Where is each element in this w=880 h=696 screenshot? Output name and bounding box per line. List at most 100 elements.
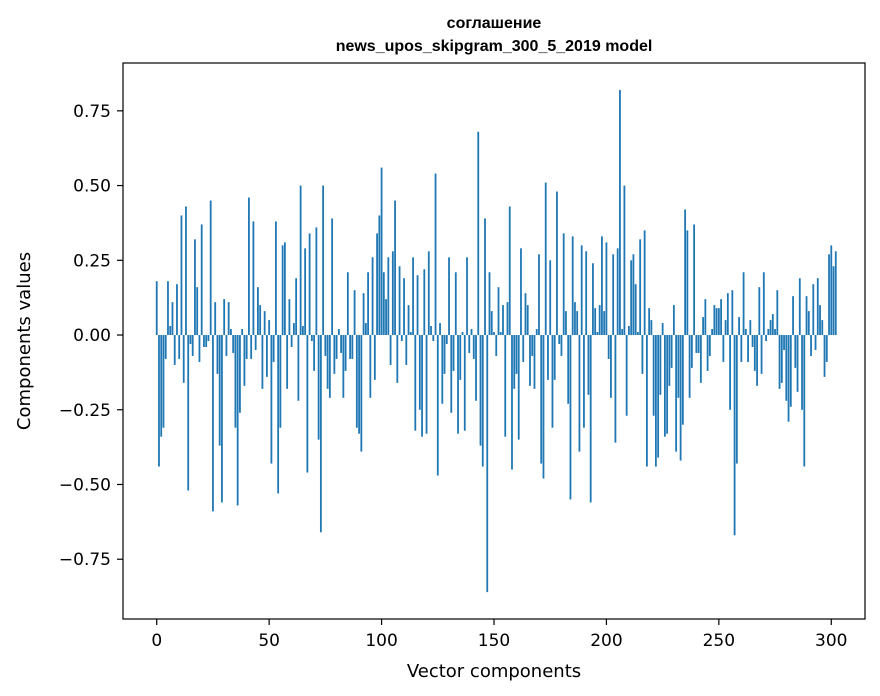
bar xyxy=(513,335,516,389)
bar xyxy=(502,305,504,336)
bar xyxy=(160,335,163,437)
bar xyxy=(324,335,327,356)
bar xyxy=(169,326,172,336)
bar xyxy=(819,305,821,336)
bar xyxy=(457,335,459,434)
chart-subtitle: news_upos_skipgram_300_5_2019 model xyxy=(336,38,653,55)
bar xyxy=(690,335,693,368)
y-axis: −0.75 −0.50 −0.25 0.00 0.25 0.50 0.75 xyxy=(59,102,123,570)
bar xyxy=(531,335,534,356)
x-tick-label: 250 xyxy=(703,631,735,651)
x-tick-label: 200 xyxy=(590,631,622,651)
bar xyxy=(538,254,540,336)
bar xyxy=(668,335,671,386)
bar xyxy=(171,302,174,336)
bar xyxy=(661,323,664,336)
bar xyxy=(454,272,457,336)
bar xyxy=(223,299,226,336)
bar xyxy=(681,335,684,425)
bar xyxy=(178,335,181,359)
bar xyxy=(706,335,709,371)
bar xyxy=(486,335,489,593)
bar xyxy=(230,329,232,336)
y-tick-label: −0.50 xyxy=(59,475,111,495)
bar xyxy=(702,317,705,336)
bar xyxy=(742,272,745,336)
bar xyxy=(762,272,765,336)
bar xyxy=(812,284,815,336)
bar xyxy=(796,335,799,392)
bar xyxy=(511,335,513,470)
bar xyxy=(182,335,185,383)
bar xyxy=(630,260,633,336)
bar xyxy=(272,335,275,362)
bar xyxy=(587,335,590,395)
x-axis: 0 50 100 150 200 250 300 xyxy=(151,619,847,651)
bar xyxy=(490,311,493,336)
bar xyxy=(747,335,749,362)
bar xyxy=(495,335,498,356)
y-tick-label: −0.75 xyxy=(59,550,111,570)
bar xyxy=(753,335,756,371)
bar xyxy=(306,335,309,473)
bar xyxy=(358,335,360,434)
bar xyxy=(445,335,448,344)
bar xyxy=(227,302,230,336)
bar xyxy=(198,335,201,362)
bar xyxy=(322,185,325,336)
bar xyxy=(578,335,581,452)
bar xyxy=(308,233,311,336)
bar xyxy=(744,329,747,336)
bar xyxy=(499,332,502,336)
bar xyxy=(792,296,794,336)
bar xyxy=(180,215,183,336)
bar xyxy=(823,335,826,377)
bar xyxy=(281,245,284,336)
bar xyxy=(364,323,367,336)
bar xyxy=(167,281,169,336)
bar xyxy=(257,287,259,336)
bar xyxy=(783,335,785,350)
bar xyxy=(589,335,592,503)
bar xyxy=(607,335,610,359)
bar xyxy=(331,218,334,336)
x-tick-label: 150 xyxy=(478,631,510,651)
bar xyxy=(529,335,531,386)
bar xyxy=(524,293,527,336)
y-tick-label: 0.00 xyxy=(73,326,111,346)
bar xyxy=(319,335,322,533)
bar xyxy=(371,257,374,336)
bar xyxy=(335,335,338,359)
bar xyxy=(508,206,511,336)
bar xyxy=(825,335,828,362)
bar xyxy=(315,227,318,336)
bar xyxy=(558,335,561,344)
bar xyxy=(684,209,687,336)
bar xyxy=(801,335,803,410)
bar xyxy=(394,200,396,336)
bar xyxy=(313,335,316,371)
x-tick-label: 300 xyxy=(815,631,847,651)
bar xyxy=(756,335,758,386)
bar xyxy=(729,335,731,410)
bar xyxy=(263,311,266,336)
bar xyxy=(740,335,743,362)
y-tick-label: 0.50 xyxy=(73,177,111,197)
bar xyxy=(731,290,734,336)
bar xyxy=(477,131,480,336)
bar xyxy=(277,335,280,494)
bar xyxy=(780,335,783,383)
bar xyxy=(407,305,410,336)
bar xyxy=(333,335,336,374)
bar xyxy=(785,335,788,401)
bar xyxy=(526,305,529,336)
bar xyxy=(434,173,437,336)
bar xyxy=(427,251,430,336)
bar xyxy=(612,254,615,336)
bar xyxy=(594,308,597,336)
bar xyxy=(828,254,830,336)
bar xyxy=(666,335,669,434)
bar xyxy=(466,257,468,336)
bar xyxy=(675,335,678,452)
